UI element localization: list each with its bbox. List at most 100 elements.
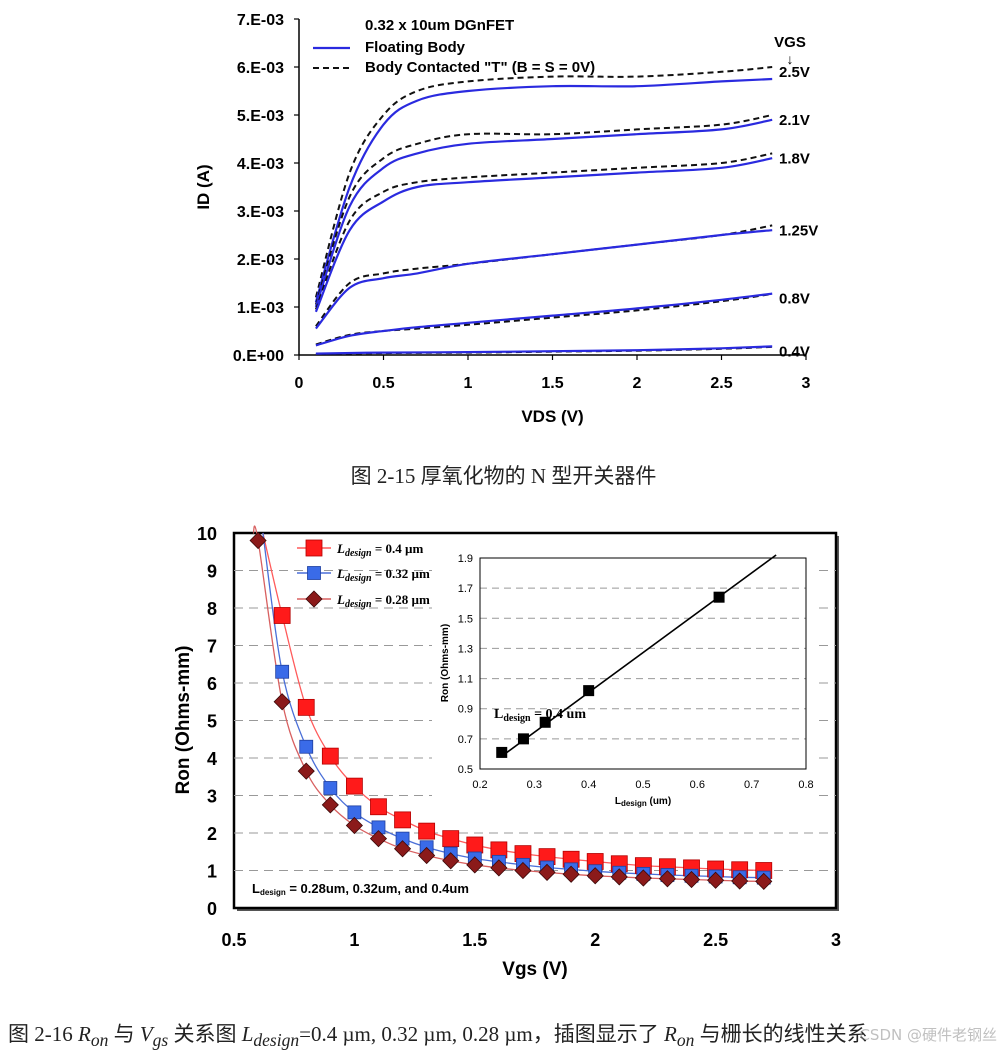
marker-0.32 xyxy=(347,805,362,820)
legend-label-0.32: Ldesign = 0.32 µm xyxy=(336,566,430,584)
id-vds-chart: 0.E+00 1.E-03 2.E-03 3.E-03 4.E-03 5.E-03 6.E-… xyxy=(194,12,818,426)
legend-contacted-label: Body Contacted "T" (B = S = 0V) xyxy=(365,59,595,76)
figure-caption-2-15: 图 2-15 厚氧化物的 N 型开关器件 xyxy=(350,464,657,488)
marker-0.28 xyxy=(490,859,508,877)
curve-contacted-2.1V xyxy=(314,114,773,305)
vgs-header: VGS xyxy=(774,34,806,51)
marker-0.4 xyxy=(442,830,460,848)
inset-y-tick-label: 0.9 xyxy=(458,704,473,716)
marker-0.28 xyxy=(755,872,773,890)
x-tick-label: 3 xyxy=(802,375,811,392)
inset-label: Ldesign = 0.4 um xyxy=(494,707,586,724)
inset-frame xyxy=(479,557,807,770)
curve-floating-2.1V xyxy=(314,118,773,308)
inset-y-tick-label: 1.3 xyxy=(458,643,473,655)
y-tick-label: 4.E-03 xyxy=(237,156,284,173)
x-tick-label: 0 xyxy=(295,375,304,392)
marker-0.4 xyxy=(297,698,315,716)
y-tick-label: 10 xyxy=(197,524,217,544)
y-tick-label: 6 xyxy=(207,674,217,694)
y-tick-label: 1.E-03 xyxy=(237,300,284,317)
inset-y-tick-label: 1.7 xyxy=(458,583,473,595)
legend-marker-0.4 xyxy=(305,539,323,557)
inset-x-tick-label: 0.4 xyxy=(581,779,596,791)
inset-y-tick-label: 0.7 xyxy=(458,734,473,746)
curve-floating-1.25V xyxy=(315,229,773,330)
legend-label-0.28: Ldesign = 0.28 µm xyxy=(336,592,430,610)
y-tick-label: 7.E-03 xyxy=(237,12,284,29)
x-tick-label: 1.5 xyxy=(541,375,563,392)
y-tick-label: 7 xyxy=(207,637,217,657)
x-tick-label: 1.5 xyxy=(462,930,487,950)
inset-y-tick-label: 1.5 xyxy=(458,613,473,625)
y-axis-title: Ron (Ohms-mm) xyxy=(173,646,194,795)
marker-0.28 xyxy=(731,872,749,890)
marker-0.28 xyxy=(249,531,267,550)
marker-0.28 xyxy=(273,693,291,711)
legend-floating-label: Floating Body xyxy=(365,39,466,56)
marker-0.4 xyxy=(273,607,291,624)
marker-0.28 xyxy=(707,871,725,889)
marker-0.28 xyxy=(442,852,460,870)
marker-0.28 xyxy=(466,856,484,874)
inset-y-axis-title: Ron (Ohms-mm) xyxy=(440,624,451,702)
y-tick-label: 3.E-03 xyxy=(237,204,284,221)
ron-vgs-chart: 0 1 2 3 4 5 6 7 8 9 10 0.5 1 1.5 2 2.5 3 Vgs (V) Ron (Ohms… xyxy=(173,524,841,980)
y-tick-label: 0.E+00 xyxy=(233,348,284,365)
marker-0.4 xyxy=(466,836,484,854)
x-tick-label: 2 xyxy=(590,930,600,950)
y-tick-label: 3 xyxy=(207,787,217,807)
y-tick-label: 2 xyxy=(207,824,217,844)
x-tick-label: 1 xyxy=(349,930,359,950)
y-tick-label: 2.E-03 xyxy=(237,252,284,269)
marker-0.4 xyxy=(345,777,363,795)
vgs-label: 1.25V xyxy=(779,222,818,239)
vgs-label: 2.1V xyxy=(779,112,810,129)
marker-0.28 xyxy=(610,868,628,886)
curve-contacted-2.5V xyxy=(314,66,773,298)
marker-0.4 xyxy=(321,747,339,765)
inset-marker xyxy=(539,716,551,728)
x-tick-label: 3 xyxy=(831,930,841,950)
inset-background xyxy=(432,543,816,817)
marker-0.4 xyxy=(394,811,411,829)
legend-marker-0.28 xyxy=(305,590,323,608)
curve-contacted-0.8V xyxy=(315,293,773,346)
y-tick-label: 9 xyxy=(207,562,217,582)
y-tick-label: 1 xyxy=(207,862,217,882)
curve-floating-0.8V xyxy=(315,292,773,347)
marker-0.28 xyxy=(562,865,580,883)
marker-0.32 xyxy=(275,664,290,679)
marker-0.28 xyxy=(321,796,339,814)
inset-marker xyxy=(583,685,595,697)
x-axis-title: VDS (V) xyxy=(521,407,583,426)
inset-x-tick-label: 0.7 xyxy=(744,779,759,791)
curve-floating-1.8V xyxy=(314,157,773,313)
inset-x-axis-title: Ldesign (um) xyxy=(615,796,671,808)
y-tick-label: 5 xyxy=(207,712,217,732)
y-tick-label: 8 xyxy=(207,599,217,619)
marker-0.28 xyxy=(538,863,556,881)
curve-floating-0.4V xyxy=(315,345,773,355)
vgs-arrow: ↓ xyxy=(787,51,794,67)
marker-0.4 xyxy=(418,822,436,840)
vgs-label: 1.8V xyxy=(779,150,810,167)
curve-contacted-1.8V xyxy=(314,152,773,310)
inset-x-tick-label: 0.3 xyxy=(527,779,542,791)
inset-x-tick-label: 0.8 xyxy=(798,779,813,791)
y-axis-title: ID (A) xyxy=(194,164,213,209)
marker-0.28 xyxy=(682,870,701,889)
marker-0.28 xyxy=(393,840,412,858)
x-axis-title: Vgs (V) xyxy=(502,959,567,980)
watermark: CSDN @硬件老钢丝 xyxy=(859,1026,997,1044)
inset-x-tick-label: 0.2 xyxy=(472,779,487,791)
inset-y-tick-label: 0.5 xyxy=(458,764,473,776)
marker-0.32 xyxy=(323,781,338,795)
inset-marker xyxy=(496,746,508,758)
x-tick-label: 0.5 xyxy=(221,930,246,950)
y-tick-label: 6.E-03 xyxy=(237,60,284,77)
inset-y-tick-label: 1.9 xyxy=(458,553,473,565)
legend-marker-0.32 xyxy=(307,566,321,580)
inset-x-tick-label: 0.6 xyxy=(690,779,705,791)
y-tick-label: 0 xyxy=(207,899,217,919)
